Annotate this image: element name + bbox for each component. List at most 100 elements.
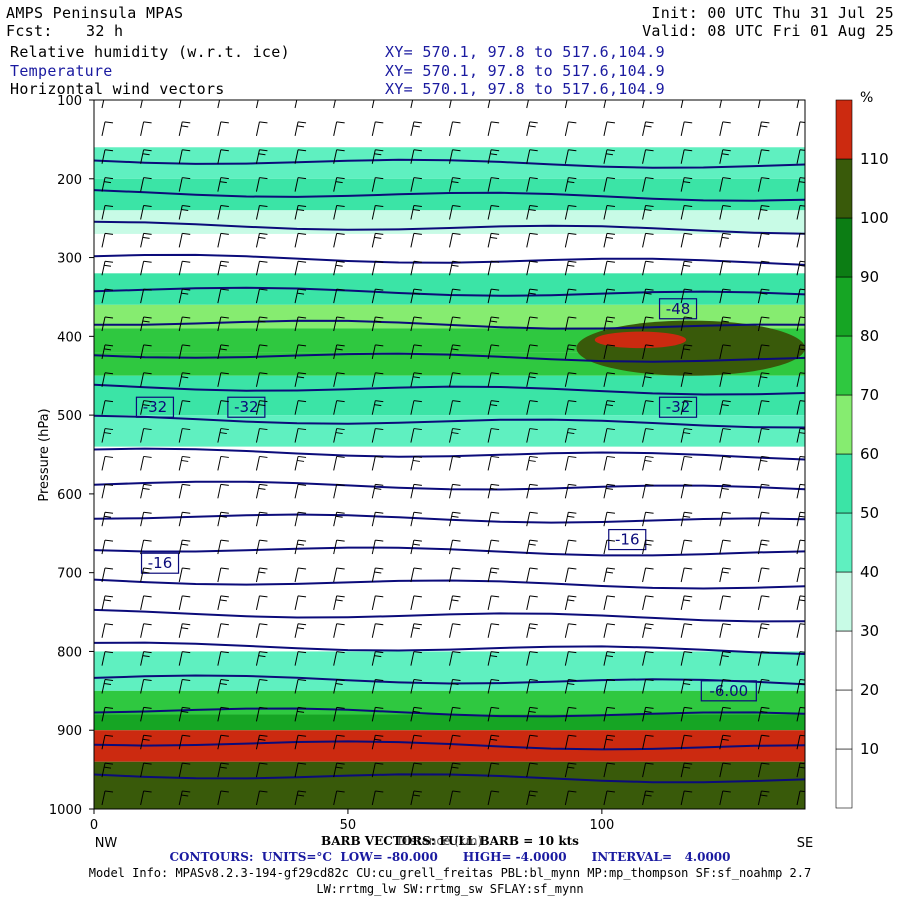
wind-barb xyxy=(796,790,805,806)
isotherm--60 xyxy=(94,319,805,330)
wind-barb xyxy=(255,651,268,666)
wind-barb xyxy=(371,288,384,304)
wind-barb xyxy=(719,428,731,443)
wind-barb xyxy=(757,232,770,248)
wind-barb xyxy=(757,205,770,220)
wind-barb xyxy=(487,539,500,555)
wind-barb xyxy=(294,177,307,192)
wind-barb xyxy=(757,623,770,638)
isotherm--24 xyxy=(94,608,805,623)
wind-barb xyxy=(371,567,384,583)
wind-barb xyxy=(333,344,345,360)
wind-barb xyxy=(333,567,345,583)
wind-barb xyxy=(603,623,616,638)
wind-barb xyxy=(333,483,345,499)
wind-barb xyxy=(101,428,114,443)
wind-barb xyxy=(255,595,268,610)
wind-barb xyxy=(410,706,422,722)
wind-barb xyxy=(101,455,114,471)
wind-barb xyxy=(487,706,500,722)
wind-barb xyxy=(217,734,229,750)
wind-barb xyxy=(101,344,114,360)
wind-barb xyxy=(526,539,538,555)
isotherm-label-text: -32 xyxy=(234,398,259,416)
y-tick-label: 600 xyxy=(57,488,82,503)
wind-barb xyxy=(719,511,731,527)
wind-barb xyxy=(449,344,461,360)
wind-barb xyxy=(796,483,805,499)
wind-barb xyxy=(255,734,268,750)
wind-barb xyxy=(255,205,268,220)
wind-barb xyxy=(603,483,616,499)
wind-barb xyxy=(217,678,229,694)
wind-barb xyxy=(603,260,616,276)
colorbar-box xyxy=(835,217,853,278)
wind-barb xyxy=(757,372,770,387)
wind-barb xyxy=(680,567,693,583)
wind-barb xyxy=(294,232,307,248)
wind-barb xyxy=(294,260,307,276)
wind-barb xyxy=(410,483,422,499)
colorbar-box xyxy=(835,99,853,160)
wind-barb xyxy=(680,100,684,109)
cross-section-chart: -48-32 -32 -32-16-16-6.00 1002003004005006… xyxy=(37,90,889,851)
wind-barb xyxy=(757,344,770,360)
wind-barb xyxy=(255,288,268,304)
wind-barb xyxy=(101,511,114,527)
wind-barb xyxy=(333,149,345,164)
wind-barb xyxy=(449,455,461,471)
colorbar-box xyxy=(835,158,853,219)
wind-barb xyxy=(449,539,461,555)
wind-barb xyxy=(642,734,654,750)
colorbar-box xyxy=(835,394,853,455)
wind-barb xyxy=(101,260,114,276)
isotherm--56 xyxy=(94,352,805,363)
plot-frame xyxy=(93,99,806,810)
wind-barb xyxy=(333,316,345,332)
wind-barb xyxy=(101,400,114,415)
valid-time: Valid: 08 UTC Fri 01 Aug 25 xyxy=(642,22,894,40)
wind-barb xyxy=(294,511,307,527)
wind-barb xyxy=(410,539,422,555)
wind-barb xyxy=(294,483,307,499)
field-xy-rh: XY= 570.1, 97.8 to 517.6,104.9 xyxy=(385,43,665,61)
wind-barb xyxy=(603,205,616,220)
model-info-physics: LW:rrtmg_lw SW:rrtmg_sw SFLAY:sf_mynn xyxy=(316,882,584,896)
wind-barb xyxy=(757,706,770,722)
wind-barb xyxy=(642,316,654,332)
isotherm--44 xyxy=(94,447,805,461)
wind-barb xyxy=(757,428,770,443)
x-axis-label: Distance (km) xyxy=(398,834,482,848)
wind-barb xyxy=(410,595,422,610)
wind-barb xyxy=(796,372,805,387)
colorbar-tick-label: 100 xyxy=(860,209,889,227)
contours-line: CONTOURS: UNITS=°C LOW= -80.000 HIGH= -4… xyxy=(169,850,731,864)
wind-barb xyxy=(757,483,770,499)
wind-barb xyxy=(564,706,577,722)
isotherm--8 xyxy=(94,740,805,751)
rh-band-14 xyxy=(94,761,805,809)
wind-barb xyxy=(642,344,654,360)
forecast-hours: 32 h xyxy=(86,22,124,40)
wind-barb xyxy=(564,734,577,750)
wind-barb xyxy=(371,539,384,555)
wind-barb xyxy=(642,121,654,136)
wind-barb xyxy=(564,316,577,332)
wind-barb xyxy=(410,205,422,220)
wind-barb xyxy=(526,762,538,778)
wind-barb xyxy=(371,232,384,248)
wind-barb xyxy=(410,734,422,750)
wind-barb xyxy=(680,121,693,136)
wind-barb xyxy=(487,455,500,471)
wind-barb xyxy=(719,232,731,248)
wind-barb xyxy=(526,100,529,109)
wind-barb xyxy=(178,706,191,722)
wind-barb xyxy=(101,232,114,248)
wind-barb xyxy=(140,483,152,499)
wind-barb xyxy=(680,316,693,332)
wind-barb xyxy=(178,595,191,610)
isotherm--48 xyxy=(94,414,805,429)
rh-band-10 xyxy=(94,651,805,691)
wind-barb xyxy=(255,455,268,471)
wind-barb xyxy=(333,400,345,415)
